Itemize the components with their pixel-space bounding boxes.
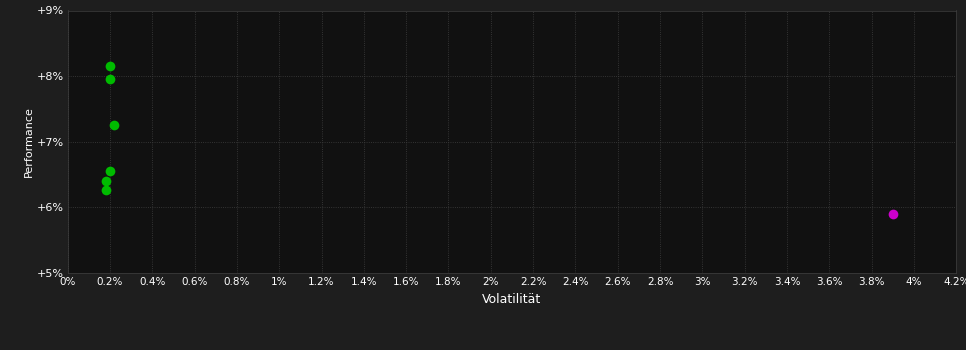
Point xyxy=(102,168,118,174)
Point xyxy=(885,211,900,217)
Point xyxy=(106,122,122,128)
Point xyxy=(98,178,113,184)
X-axis label: Volatilität: Volatilität xyxy=(482,293,542,306)
Y-axis label: Performance: Performance xyxy=(23,106,34,177)
Point xyxy=(102,63,118,69)
Point xyxy=(102,77,118,82)
Point xyxy=(98,187,113,192)
